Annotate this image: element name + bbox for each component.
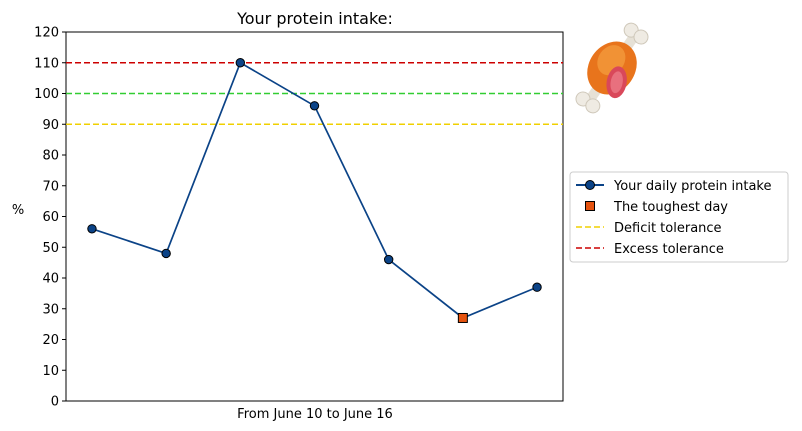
- data-point: [383, 254, 394, 265]
- data-point: [235, 58, 246, 68]
- meat-on-bone-icon: [575, 22, 649, 114]
- plot-frame: [65, 31, 564, 402]
- data-point: [87, 224, 97, 234]
- legend-label: The toughest day: [613, 200, 728, 215]
- series-line: [91, 61, 538, 319]
- y-tick-label: 40: [42, 272, 59, 287]
- legend: Your daily protein intake The toughest d…: [569, 171, 789, 263]
- legend-square-marker: [585, 201, 595, 211]
- y-tick-label: 120: [34, 26, 59, 41]
- y-tick-label: 10: [42, 364, 59, 379]
- legend-label: Excess tolerance: [614, 242, 724, 257]
- y-tick-label: 90: [42, 118, 59, 133]
- x-axis-label: From June 10 to June 16: [237, 407, 393, 422]
- legend-box: [569, 171, 789, 263]
- data-point: [309, 101, 320, 111]
- data-point: [532, 282, 542, 292]
- y-tick-label: 110: [34, 56, 59, 71]
- legend-circle-marker: [585, 180, 595, 190]
- y-tick-label: 100: [34, 87, 59, 102]
- y-axis: 0 10 20 30 40 50 60 70 80 90 100 110 120: [34, 26, 66, 410]
- legend-label: Your daily protein intake: [613, 179, 771, 194]
- y-tick-label: 30: [42, 302, 59, 317]
- y-tick-label: 20: [42, 333, 59, 348]
- y-tick-label: 80: [42, 149, 59, 164]
- chart-title: Your protein intake:: [236, 9, 393, 28]
- toughest-day-marker: [457, 312, 468, 323]
- legend-item-daily-intake: Your daily protein intake: [576, 179, 771, 194]
- legend-item-excess-tolerance: Excess tolerance: [576, 242, 724, 257]
- legend-item-deficit-tolerance: Deficit tolerance: [576, 221, 722, 236]
- y-tick-label: 0: [51, 395, 59, 410]
- y-tick-label: 70: [42, 179, 59, 194]
- legend-label: Deficit tolerance: [614, 221, 722, 236]
- reference-lines: [66, 61, 563, 126]
- y-tick-label: 50: [42, 241, 59, 256]
- plot-area: 0 10 20 30 40 50 60 70 80 90 100 110 120: [34, 26, 564, 410]
- y-axis-label: %: [12, 203, 24, 218]
- y-tick-label: 60: [42, 210, 59, 225]
- data-point: [161, 248, 171, 259]
- legend-item-toughest-day: The toughest day: [585, 200, 728, 215]
- data-series: [87, 58, 542, 323]
